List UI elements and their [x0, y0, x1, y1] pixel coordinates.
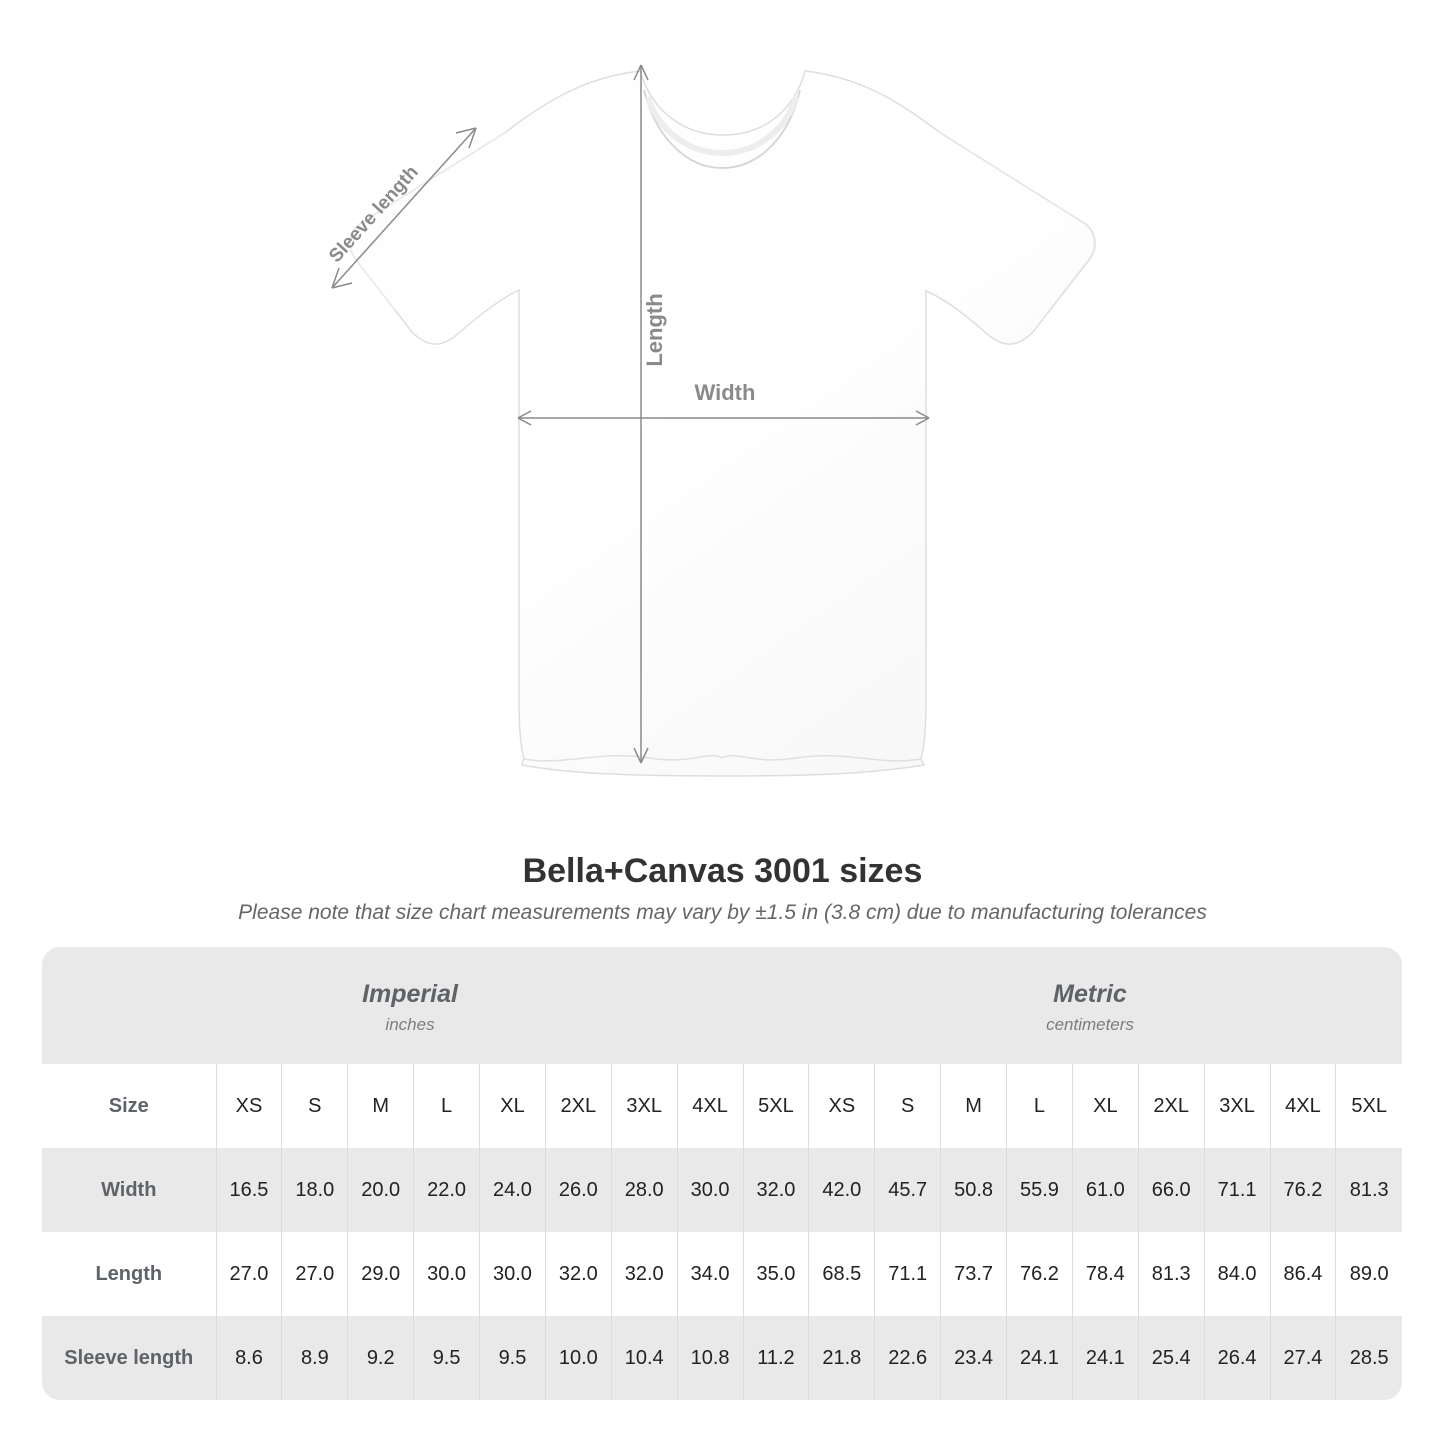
- svg-text:Length: Length: [642, 293, 667, 366]
- svg-text:Sleeve length: Sleeve length: [325, 162, 423, 267]
- svg-text:Width: Width: [695, 380, 756, 405]
